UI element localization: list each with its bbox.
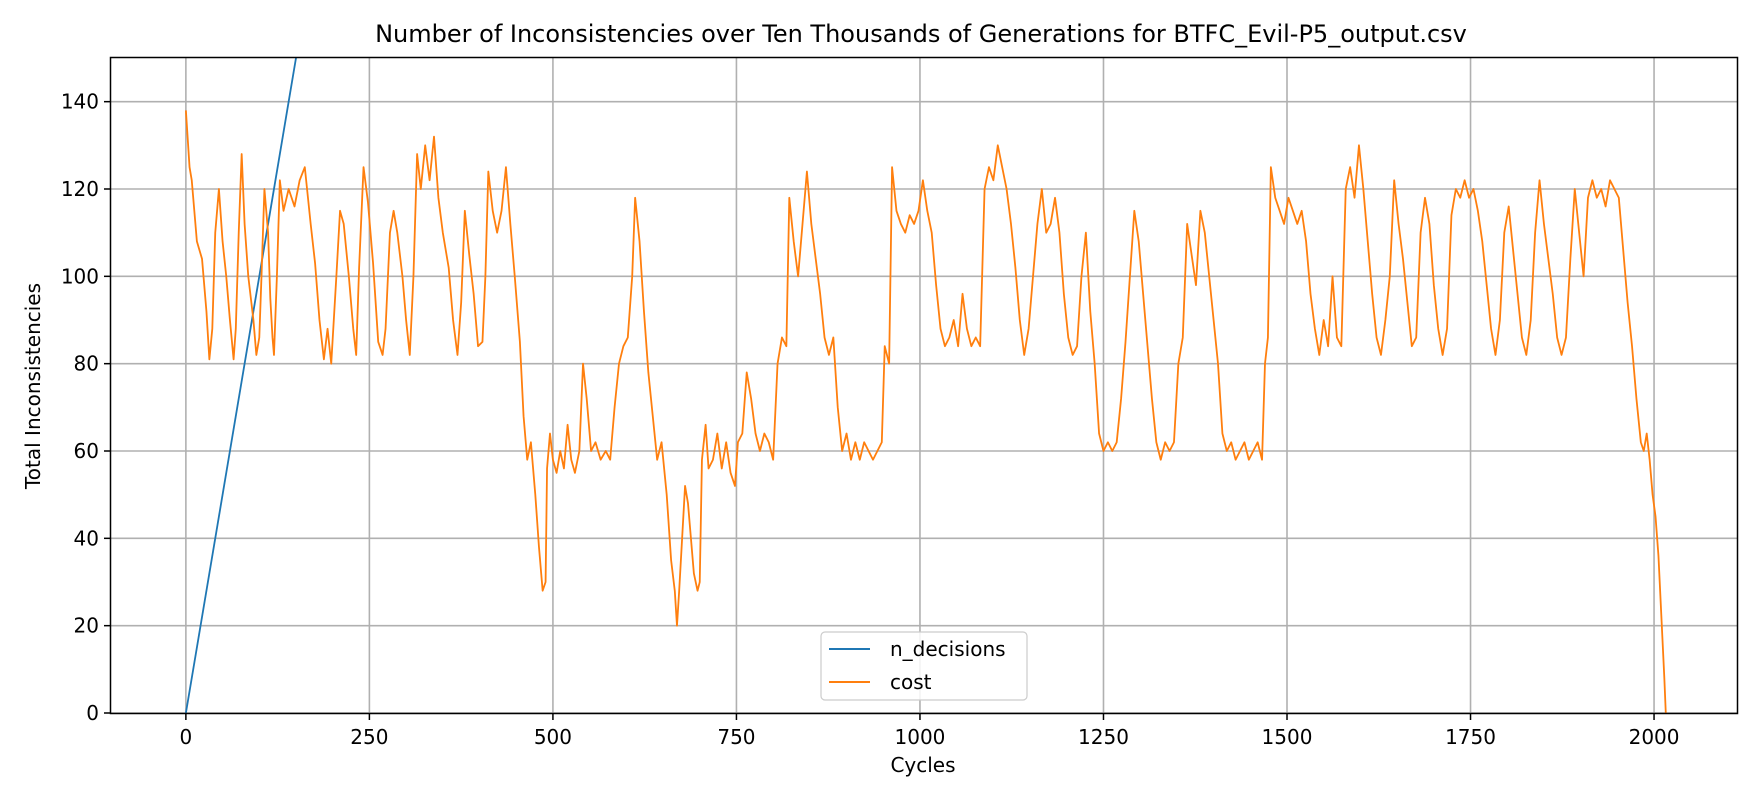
x-tick-label: 1750 xyxy=(1445,725,1496,749)
y-tick-label: 100 xyxy=(61,264,99,288)
x-axis: 0 250 500 750 1000 1250 1500 1750 2000 xyxy=(180,713,1680,749)
legend-label-cost: cost xyxy=(890,670,932,694)
legend: n_decisions cost xyxy=(820,631,1028,701)
y-tick-label: 40 xyxy=(74,526,99,550)
chart-title: Number of Inconsistencies over Ten Thous… xyxy=(375,20,1467,48)
y-tick-label: 20 xyxy=(74,614,99,638)
x-tick-label: 250 xyxy=(350,725,388,749)
x-tick-label: 1500 xyxy=(1262,725,1313,749)
x-tick-label: 1000 xyxy=(895,725,946,749)
y-tick-label: 0 xyxy=(86,701,99,725)
y-axis-label: Total Inconsistencies xyxy=(21,283,45,490)
x-tick-label: 2000 xyxy=(1629,725,1680,749)
x-tick-label: 750 xyxy=(717,725,755,749)
legend-label-n-decisions: n_decisions xyxy=(890,637,1006,661)
x-tick-label: 1250 xyxy=(1078,725,1129,749)
y-tick-label: 120 xyxy=(61,177,99,201)
x-tick-label: 0 xyxy=(180,725,193,749)
legend-box xyxy=(820,631,1028,701)
y-axis: 0 20 40 60 80 100 120 140 xyxy=(61,90,111,725)
x-axis-label: Cycles xyxy=(890,753,955,777)
y-tick-label: 140 xyxy=(61,90,99,114)
series-line-cost xyxy=(184,110,1667,713)
plot-frame xyxy=(109,56,1739,715)
y-tick-label: 60 xyxy=(74,439,99,463)
series-group xyxy=(184,58,1667,713)
y-tick-label: 80 xyxy=(74,352,99,376)
x-tick-label: 500 xyxy=(534,725,572,749)
